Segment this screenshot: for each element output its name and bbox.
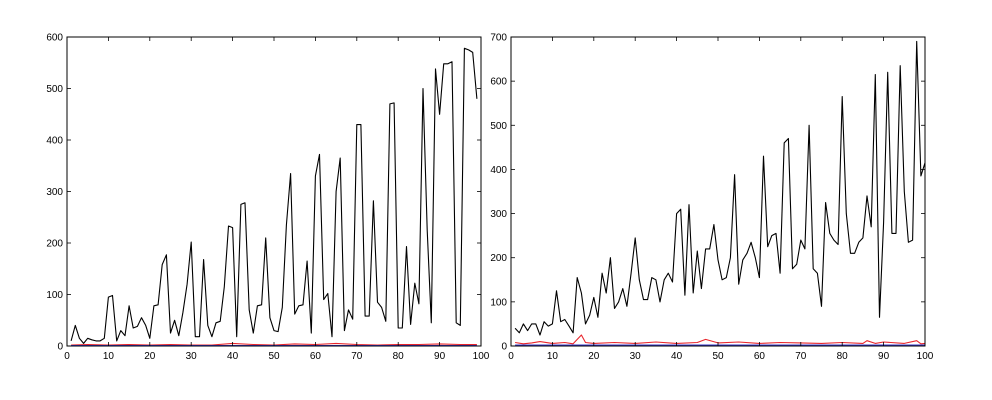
y-tick-label: 400 — [46, 136, 63, 147]
x-tick-label: 70 — [351, 351, 363, 362]
y-tick-label: 100 — [490, 297, 507, 308]
x-tick-label: 30 — [186, 351, 198, 362]
y-tick-label: 600 — [46, 33, 63, 44]
x-tick-label: 10 — [103, 351, 115, 362]
y-tick-label: 400 — [490, 165, 507, 176]
y-tick-label: 100 — [46, 290, 63, 301]
x-tick-label: 30 — [630, 351, 642, 362]
y-tick-label: 700 — [490, 33, 507, 44]
x-tick-label: 80 — [393, 351, 405, 362]
y-tick-label: 300 — [490, 209, 507, 220]
x-tick-label: 10 — [547, 351, 559, 362]
x-tick-label: 100 — [917, 351, 934, 362]
x-tick-label: 90 — [434, 351, 446, 362]
y-tick-label: 0 — [57, 342, 63, 353]
x-tick-label: 0 — [64, 351, 70, 362]
series-line-0 — [514, 40, 926, 336]
left-line-chart: 0 10 20 30 40 50 60 70 80 90 100 0 100 200 300 400 500 60… — [46, 33, 489, 363]
y-tick-label: 0 — [501, 342, 507, 353]
x-tick-label: 50 — [268, 351, 280, 362]
plot-frame — [510, 36, 926, 347]
x-tick-label: 70 — [795, 351, 807, 362]
x-tick-label: 20 — [144, 351, 156, 362]
y-tick-label: 200 — [46, 239, 63, 250]
y-tick-label: 300 — [46, 187, 63, 198]
x-tick-label: 40 — [671, 351, 683, 362]
x-tick-label: 90 — [878, 351, 890, 362]
y-tick-label: 200 — [490, 253, 507, 264]
y-tick-label: 600 — [490, 77, 507, 88]
x-tick-label: 50 — [712, 351, 724, 362]
x-tick-label: 20 — [588, 351, 600, 362]
x-tick-label: 100 — [473, 351, 490, 362]
series-line-1 — [515, 334, 926, 345]
right-line-chart: 0 10 20 30 40 50 60 70 80 90 100 0 100 200 300 400 500 60… — [490, 33, 933, 363]
x-tick-label: 0 — [508, 351, 514, 362]
series-line-0 — [70, 47, 478, 344]
y-tick-label: 500 — [490, 121, 507, 132]
x-tick-label: 80 — [837, 351, 849, 362]
y-tick-label: 500 — [46, 84, 63, 95]
x-tick-label: 40 — [227, 351, 239, 362]
x-tick-label: 60 — [754, 351, 766, 362]
x-tick-label: 60 — [310, 351, 322, 362]
